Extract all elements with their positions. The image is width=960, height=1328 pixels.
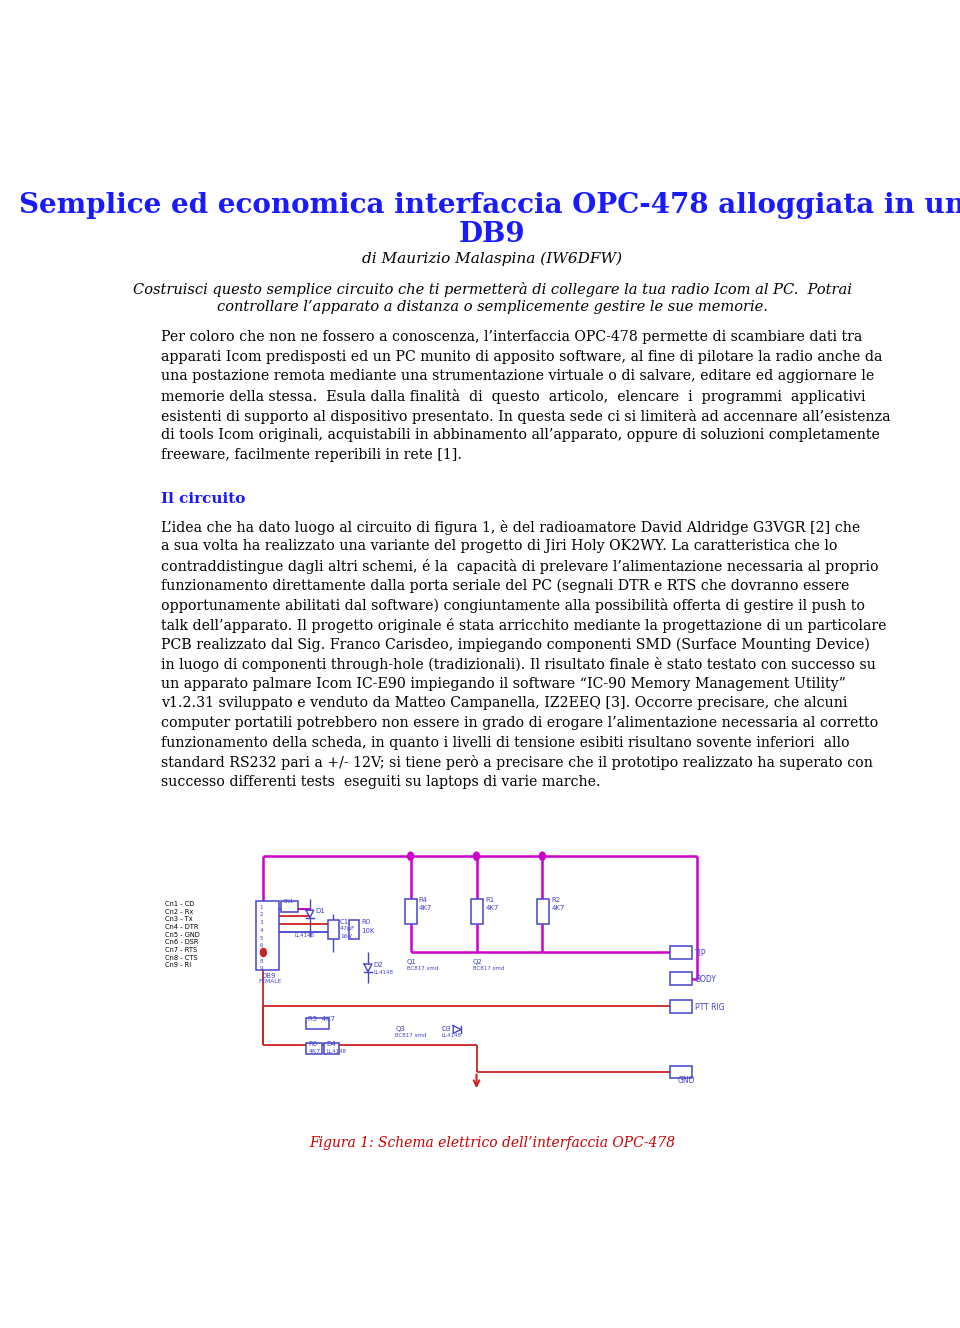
Text: Per coloro che non ne fossero a conoscenza, l’interfaccia OPC-478 permette di sc: Per coloro che non ne fossero a conoscen… [161, 331, 862, 344]
Text: R5  4K7: R5 4K7 [308, 1016, 335, 1021]
Text: D3: D3 [442, 1025, 451, 1032]
Bar [405, 899, 417, 924]
Bar [324, 1044, 339, 1054]
Text: D4: D4 [326, 1041, 336, 1046]
Text: di tools Icom originali, acquistabili in abbinamento all’apparato, oppure di sol: di tools Icom originali, acquistabili in… [161, 429, 879, 442]
Text: Q3: Q3 [396, 1025, 405, 1032]
Text: 2: 2 [259, 912, 263, 918]
Text: apparati Icom predisposti ed un PC munito di apposito software, al fine di pilot: apparati Icom predisposti ed un PC munit… [161, 349, 882, 364]
Text: Cn2 - Rx: Cn2 - Rx [165, 908, 193, 915]
Text: BC817 smd: BC817 smd [407, 965, 438, 971]
Circle shape [473, 853, 479, 861]
Text: funzionamento della scheda, in quanto i livelli di tensione esibiti risultano so: funzionamento della scheda, in quanto i … [161, 736, 850, 750]
Text: BC817 smd: BC817 smd [472, 965, 504, 971]
Text: v1.2.31 sviluppato e venduto da Matteo Campanella, IZ2EEQ [3]. Occorre precisare: v1.2.31 sviluppato e venduto da Matteo C… [161, 696, 848, 710]
Text: 16V: 16V [340, 934, 352, 939]
Text: Cn6 - DSR: Cn6 - DSR [165, 939, 199, 946]
Text: BC817 smd: BC817 smd [396, 1033, 426, 1037]
Text: LL4148: LL4148 [295, 934, 314, 938]
Bar [255, 900, 278, 971]
Text: R4: R4 [419, 896, 427, 903]
Bar [537, 899, 548, 924]
Bar [348, 920, 359, 939]
Text: R2: R2 [552, 896, 561, 903]
Text: BODY: BODY [695, 975, 716, 984]
Text: Cn5 - GND: Cn5 - GND [165, 932, 200, 938]
Text: Cn1 - CD: Cn1 - CD [165, 900, 194, 907]
Text: Cn4 - DTR: Cn4 - DTR [165, 924, 199, 930]
Bar [670, 1000, 692, 1012]
Text: memorie della stessa.  Esula dalla finalità  di  questo  articolo,  elencare  i : memorie della stessa. Esula dalla finali… [161, 389, 865, 404]
Text: opportunamente abilitati dal software) congiuntamente alla possibilità offerta d: opportunamente abilitati dal software) c… [161, 598, 865, 614]
Text: 1: 1 [259, 904, 263, 910]
Text: PCB realizzato dal Sig. Franco Carisdeo, impiegando componenti SMD (Surface Moun: PCB realizzato dal Sig. Franco Carisdeo,… [161, 637, 870, 652]
Text: 4K7: 4K7 [486, 904, 499, 911]
Text: D1: D1 [315, 908, 325, 914]
Bar [281, 900, 299, 911]
Text: freeware, facilmente reperibili in rete [1].: freeware, facilmente reperibili in rete … [161, 448, 462, 462]
Circle shape [408, 853, 414, 861]
Text: standard RS232 pari a +/- 12V; si tiene però a precisare che il prototipo realiz: standard RS232 pari a +/- 12V; si tiene … [161, 756, 873, 770]
Text: controllare l’apparato a distanza o semplicemente gestire le sue memorie.: controllare l’apparato a distanza o semp… [217, 300, 767, 315]
Text: LL4148: LL4148 [373, 971, 394, 975]
Text: DB9: DB9 [262, 973, 276, 979]
Text: 10K: 10K [361, 928, 374, 934]
Text: computer portatili potrebbero non essere in grado di erogare l’alimentazione nec: computer portatili potrebbero non essere… [161, 716, 878, 730]
Text: 4: 4 [259, 928, 263, 932]
Text: 7: 7 [259, 951, 263, 956]
Bar [670, 972, 692, 985]
Text: Semplice ed economica interfaccia OPC-478 alloggiata in un: Semplice ed economica interfaccia OPC-47… [19, 193, 960, 219]
Text: R1: R1 [486, 896, 495, 903]
Text: 5: 5 [259, 935, 263, 940]
Text: LL4148: LL4148 [442, 1033, 462, 1037]
Text: FEMALE: FEMALE [258, 980, 281, 984]
Bar [670, 947, 692, 959]
Text: Figura 1: Schema elettrico dell’interfaccia OPC-478: Figura 1: Schema elettrico dell’interfac… [309, 1135, 675, 1150]
Text: talk dell’apparato. Il progetto originale é stata arricchito mediante la progett: talk dell’apparato. Il progetto original… [161, 618, 886, 633]
Text: 47µF: 47µF [340, 927, 356, 931]
Text: Cn9 - RI: Cn9 - RI [165, 963, 191, 968]
Text: a sua volta ha realizzato una variante del progetto di Jiri Holy OK2WY. La carat: a sua volta ha realizzato una variante d… [161, 539, 837, 554]
Text: 8: 8 [259, 959, 263, 964]
Text: Cn8 - CTS: Cn8 - CTS [165, 955, 198, 960]
Text: Q2: Q2 [472, 959, 482, 964]
Text: Il circuito: Il circuito [161, 493, 246, 506]
Text: una postazione remota mediante una strumentazione virtuale o di salvare, editare: una postazione remota mediante una strum… [161, 369, 875, 384]
Bar [306, 1017, 329, 1029]
Text: 4K7: 4K7 [552, 904, 565, 911]
Text: un apparato palmare Icom IC-E90 impiegando il software “IC-90 Memory Management : un apparato palmare Icom IC-E90 impiegan… [161, 677, 846, 691]
Text: L’idea che ha dato luogo al circuito di figura 1, è del radioamatore David Aldri: L’idea che ha dato luogo al circuito di … [161, 519, 860, 535]
Bar [327, 920, 339, 939]
Text: Cn7 - RTS: Cn7 - RTS [165, 947, 197, 954]
Bar [306, 1044, 322, 1054]
Text: LL4148: LL4148 [326, 1049, 347, 1053]
Text: Q1: Q1 [407, 959, 417, 964]
Text: GND: GND [678, 1076, 695, 1085]
Text: PTT RIG: PTT RIG [695, 1003, 725, 1012]
Text: in luogo di componenti through-hole (tradizionali). Il risultato finale è stato : in luogo di componenti through-hole (tra… [161, 657, 876, 672]
Bar [670, 1065, 692, 1078]
Text: successo differenti tests  eseguiti su laptops di varie marche.: successo differenti tests eseguiti su la… [161, 776, 601, 789]
Text: 6: 6 [259, 943, 263, 948]
Text: 3: 3 [259, 920, 263, 926]
Text: TIP: TIP [695, 948, 707, 957]
Text: funzionamento direttamente dalla porta seriale del PC (segnali DTR e RTS che dov: funzionamento direttamente dalla porta s… [161, 579, 850, 594]
Text: Costruisci questo semplice circuito che ti permetterà di collegare la tua radio : Costruisci questo semplice circuito che … [132, 282, 852, 297]
Text: 4K7: 4K7 [419, 904, 432, 911]
Text: contraddistingue dagli altri schemi, é la  capacità di prelevare l’alimentazione: contraddistingue dagli altri schemi, é l… [161, 559, 878, 574]
Text: D2: D2 [373, 963, 383, 968]
Text: R6: R6 [308, 1041, 318, 1046]
Text: di Maurizio Malaspina (IW6DFW): di Maurizio Malaspina (IW6DFW) [362, 251, 622, 266]
Text: CN1: CN1 [283, 899, 294, 903]
Circle shape [260, 948, 266, 956]
Text: Cn3 - Tx: Cn3 - Tx [165, 916, 193, 922]
Text: C1: C1 [340, 919, 349, 924]
Text: R0: R0 [361, 919, 371, 924]
Text: 4K7: 4K7 [308, 1049, 321, 1053]
Circle shape [540, 853, 545, 861]
Text: DB9: DB9 [459, 220, 525, 248]
Text: esistenti di supporto al dispositivo presentato. In questa sede ci si limiterà a: esistenti di supporto al dispositivo pre… [161, 409, 891, 424]
Text: 9: 9 [259, 967, 263, 971]
Bar [471, 899, 483, 924]
